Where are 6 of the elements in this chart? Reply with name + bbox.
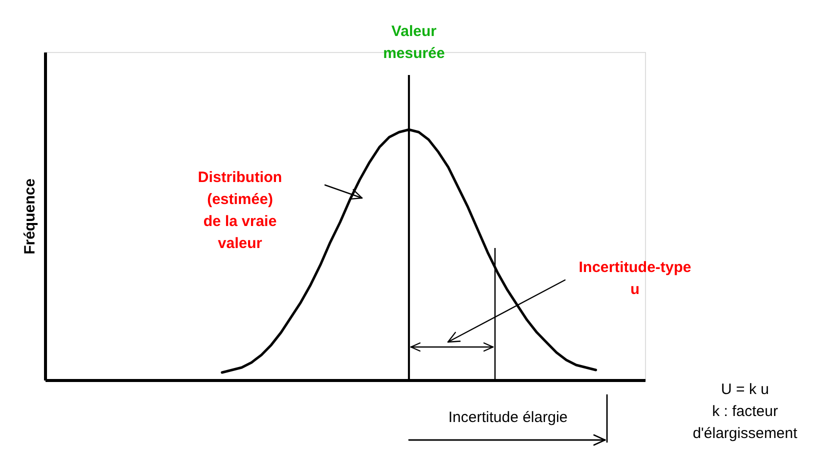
annotation: Distribution (estimée) de la vraie valeur xyxy=(198,169,282,252)
text: Valeur mesurée xyxy=(383,23,445,62)
y-axis-title: Fréquence xyxy=(22,178,38,254)
text: U = k u k : facteur d'élargissement xyxy=(692,381,798,442)
text: Incertitude élargie xyxy=(448,409,568,426)
annotation: Incertitude-type u xyxy=(578,259,692,298)
